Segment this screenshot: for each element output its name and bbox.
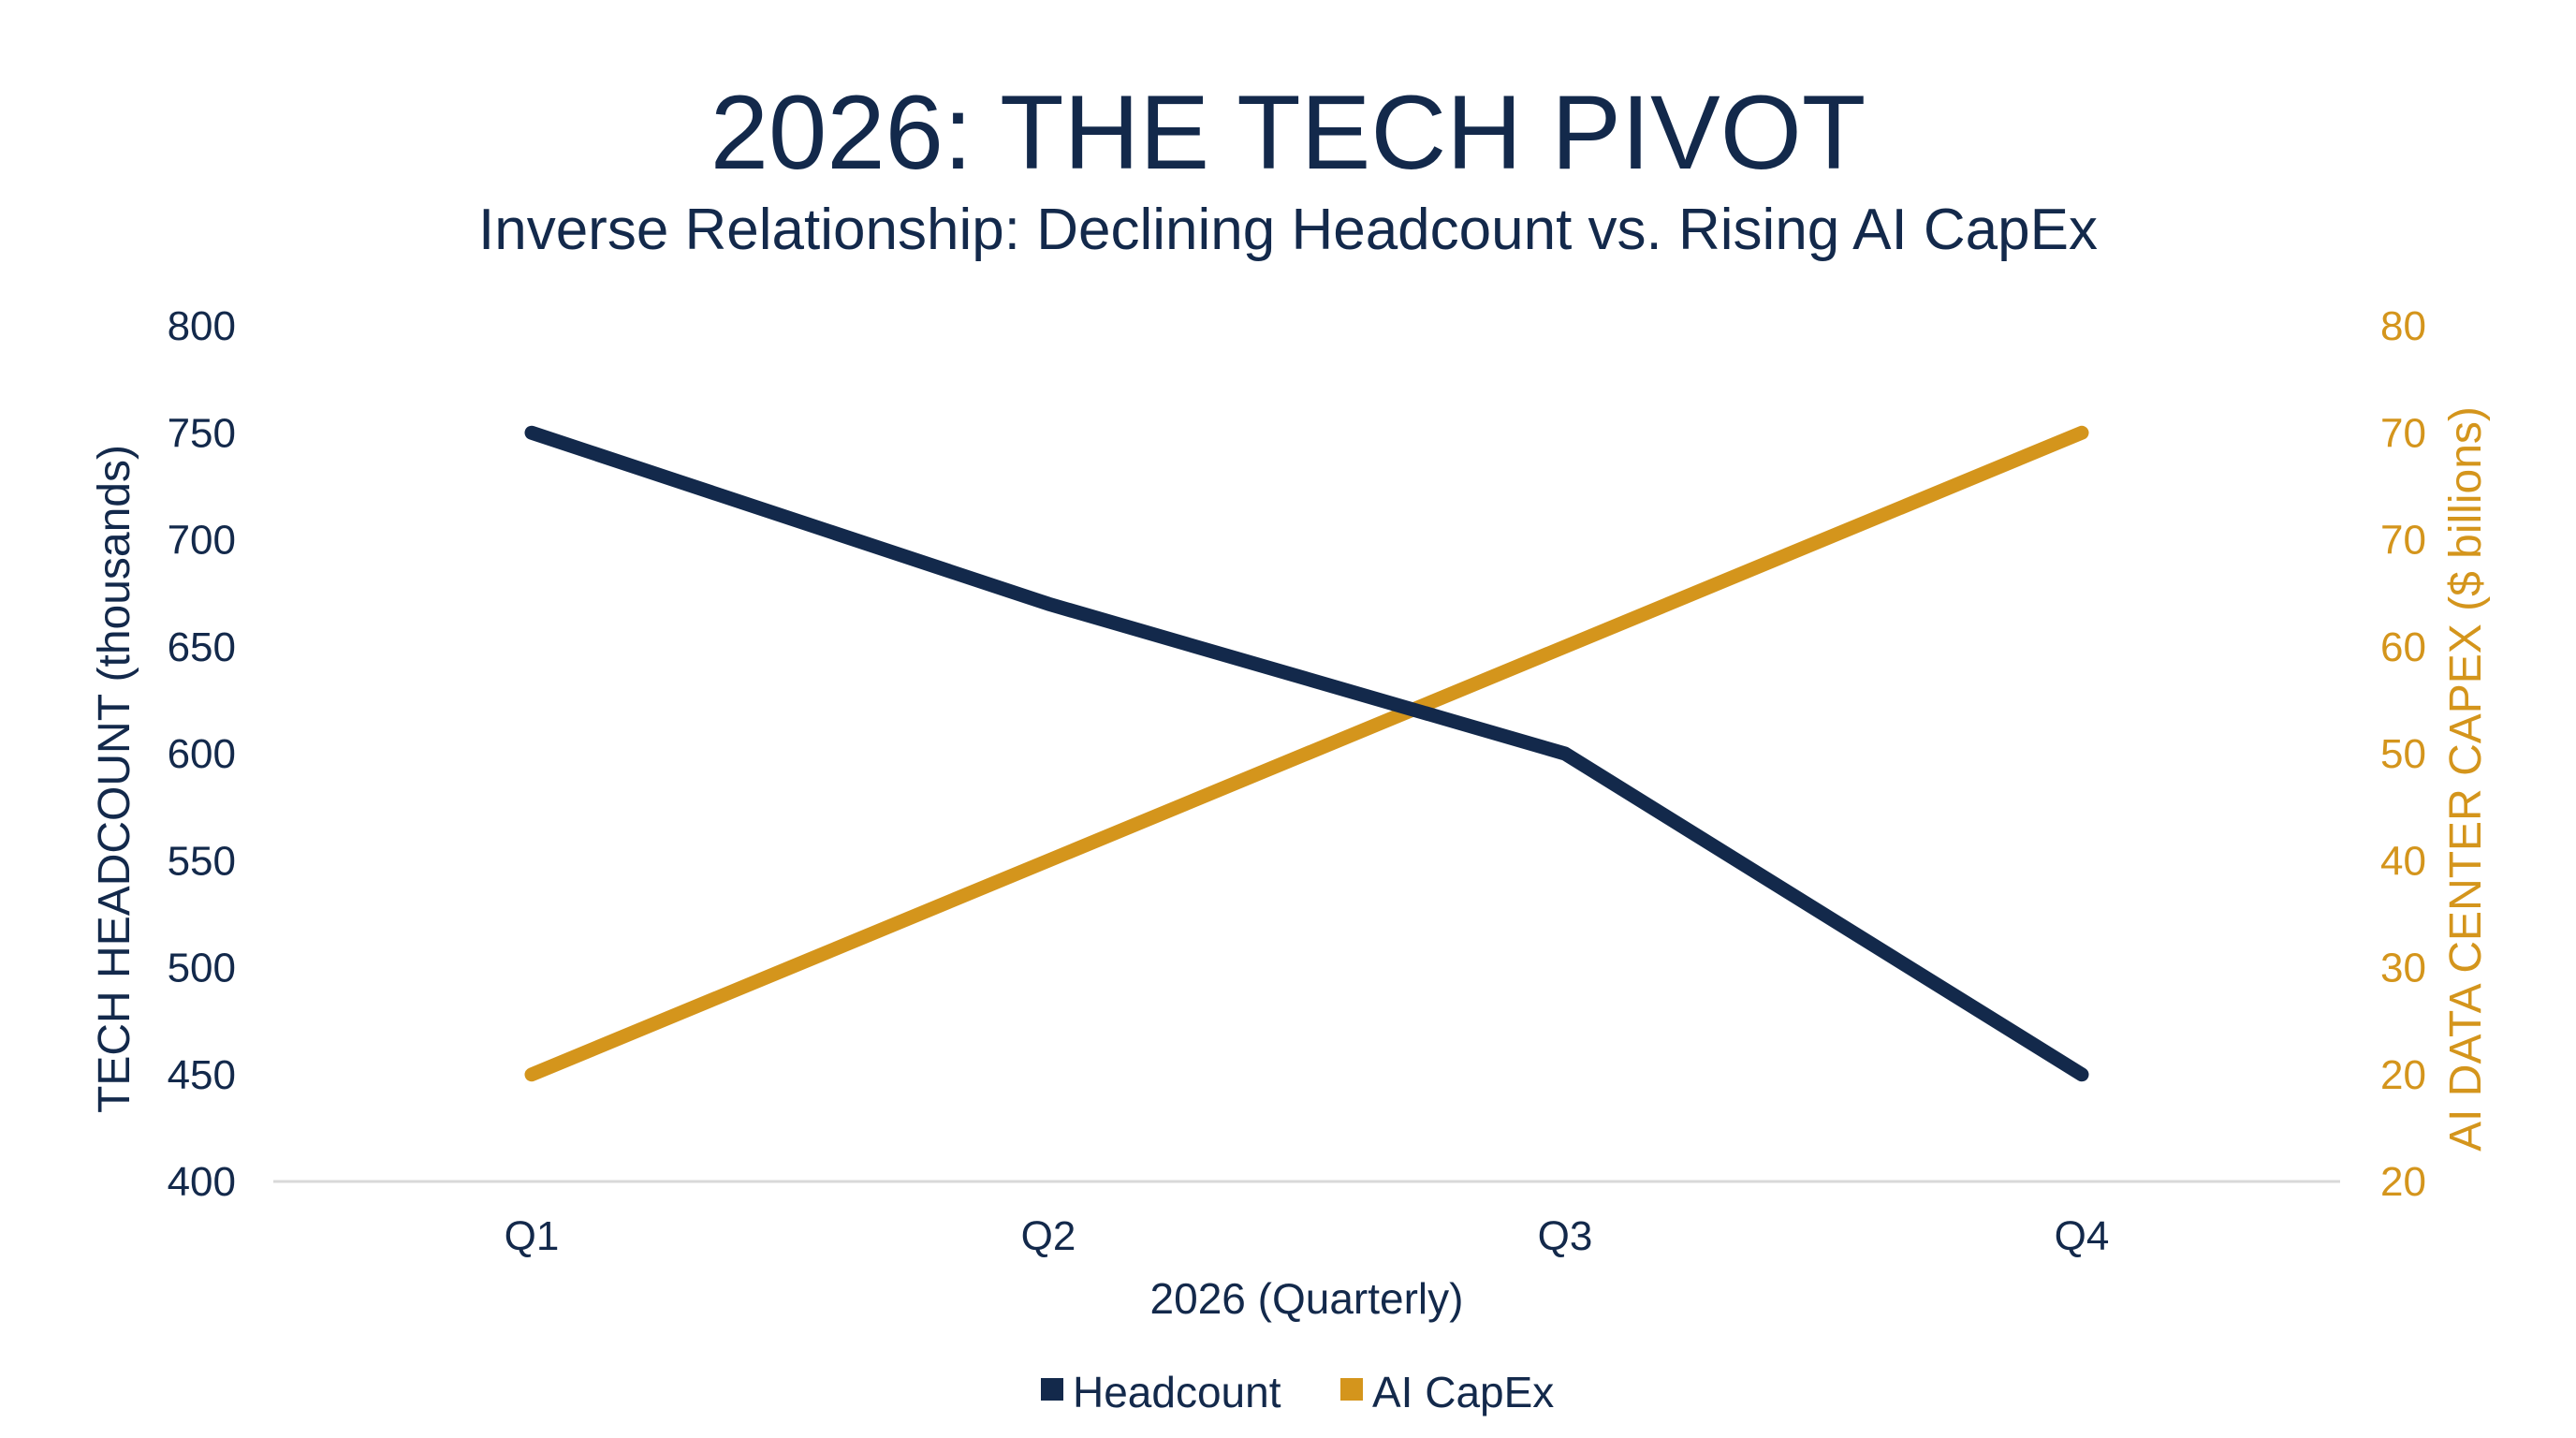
legend-label: Headcount [1073,1368,1281,1416]
x-tick-label: Q4 [2055,1213,2110,1259]
right-tick-label: 60 [2380,624,2426,670]
right-tick-label: 20 [2380,1159,2426,1205]
x-tick-label: Q3 [1538,1213,1593,1259]
left-tick-label: 600 [168,731,236,777]
x-tick-label: Q1 [505,1213,560,1259]
chart-title: 2026: THE TECH PIVOT [710,74,1866,191]
left-tick-label: 650 [168,624,236,670]
right-tick-label: 40 [2380,838,2426,884]
left-tick-label: 800 [168,303,236,349]
left-tick-label: 750 [168,410,236,456]
chart-subtitle: Inverse Relationship: Declining Headcoun… [478,198,2098,262]
right-tick-label: 70 [2380,518,2426,564]
right-tick-label: 80 [2380,303,2426,349]
right-tick-label: 50 [2380,731,2426,777]
x-tick-label: Q2 [1021,1213,1076,1259]
left-tick-label: 400 [168,1159,236,1205]
right-tick-label: 70 [2380,410,2426,456]
right-tick-label: 30 [2380,946,2426,991]
x-axis-title: 2026 (Quarterly) [1150,1274,1464,1323]
x-axis-ticks: Q1 Q2 Q3 Q4 [505,1213,2110,1259]
legend-swatch [1340,1378,1363,1401]
right-axis-ticks: 80 70 70 60 50 40 30 20 20 [2380,303,2426,1205]
legend-swatch [1041,1378,1063,1401]
series-layer [524,425,2089,1082]
legend: Headcount AI CapEx [1041,1368,1554,1416]
series-line-headcount [524,425,2089,1082]
left-tick-label: 700 [168,518,236,564]
left-tick-label: 550 [168,838,236,884]
left-tick-label: 500 [168,946,236,991]
right-axis-title: AI DATA CENTER CAPEX ($ billions) [2441,406,2491,1152]
left-tick-label: 450 [168,1052,236,1098]
left-axis-title: TECH HEADCOUNT (thousands) [90,445,139,1113]
series-line-ai-capex [524,425,2089,1082]
legend-label: AI CapEx [1372,1368,1554,1416]
left-axis-ticks: 800 750 700 650 600 550 500 450 400 [168,303,236,1205]
right-tick-label: 20 [2380,1052,2426,1098]
